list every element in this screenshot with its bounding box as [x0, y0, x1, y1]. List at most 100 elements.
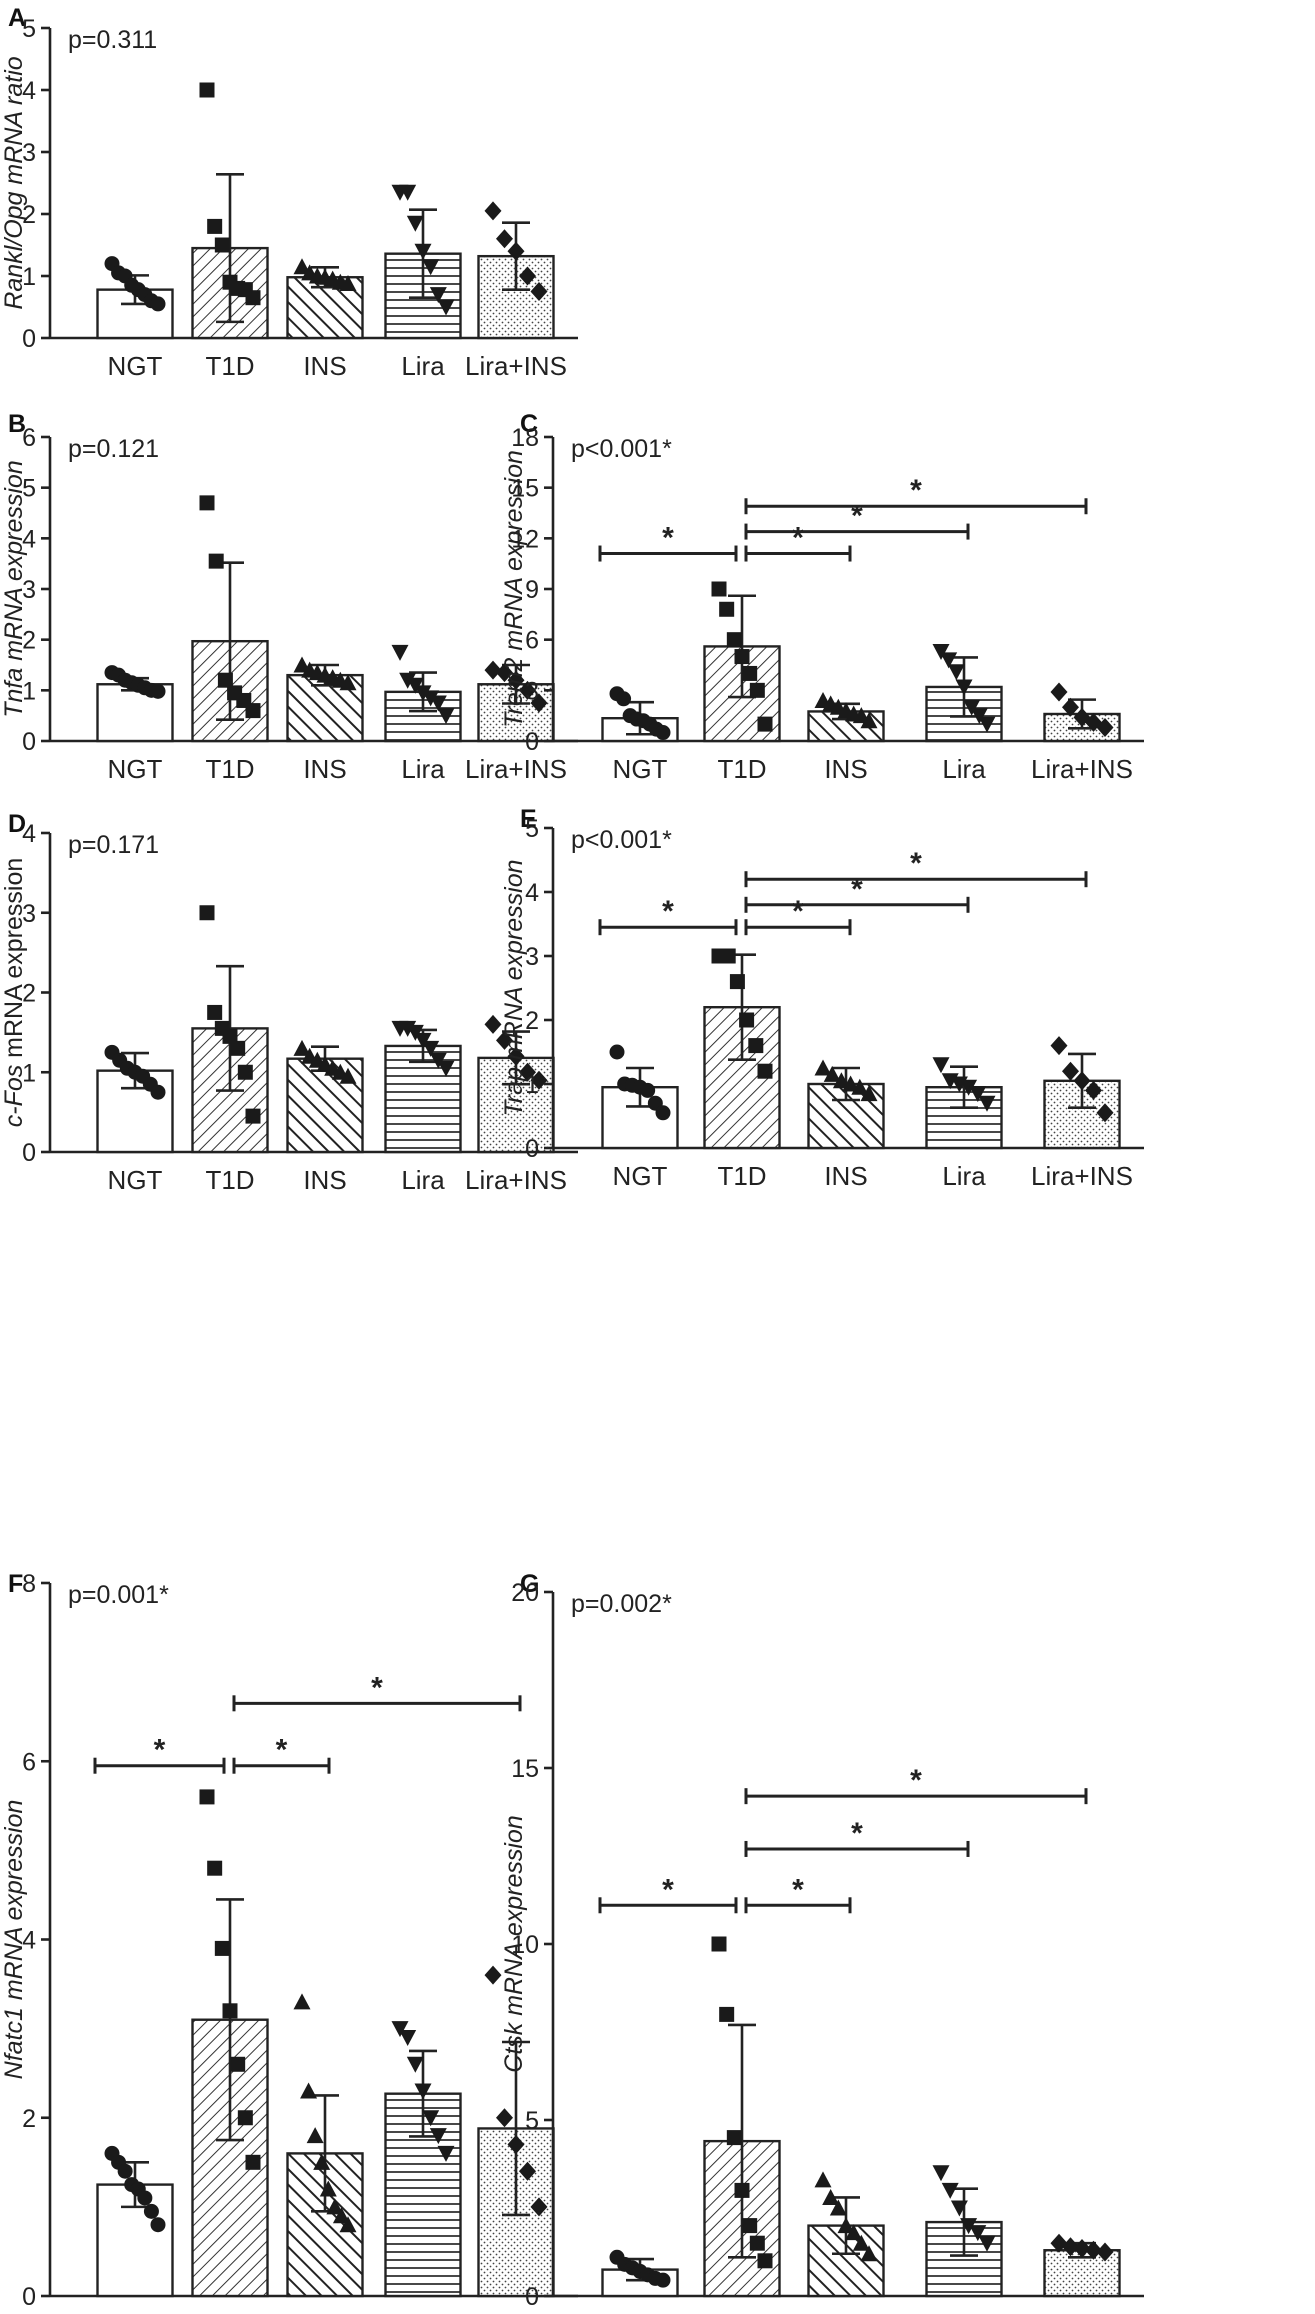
- data-point-INS: [339, 1067, 357, 1084]
- data-point-NGT: [150, 683, 166, 699]
- category-label: NGT: [613, 2309, 668, 2314]
- p-value: p=0.311: [68, 26, 157, 54]
- y-tick-label: 0: [525, 1135, 539, 1163]
- category-label: Lira+INS: [465, 2309, 567, 2314]
- category-label: T1D: [717, 2309, 766, 2314]
- y-tick-label: 12: [511, 525, 539, 553]
- y-axis-label: c-Fos mRNA expression: [0, 858, 28, 1128]
- data-point-Lira+INS: [530, 1070, 548, 1090]
- panel-label: B: [8, 410, 26, 438]
- data-point-NGT: [655, 725, 671, 741]
- y-axis-label: Trem2 mRNA expression: [500, 450, 528, 728]
- data-point-Lira: [978, 1095, 996, 1112]
- category-label: Lira: [942, 2309, 986, 2314]
- data-point-T1D: [245, 2154, 261, 2170]
- data-point-Lira: [437, 708, 455, 725]
- data-point-Lira: [414, 243, 432, 260]
- y-tick-label: 0: [22, 2283, 36, 2311]
- data-point-NGT: [150, 1084, 166, 1100]
- data-point-T1D: [214, 237, 230, 253]
- data-point-NGT: [609, 1044, 625, 1060]
- significance-star: *: [792, 1873, 804, 1906]
- y-tick-label: 1: [22, 1059, 36, 1087]
- category-label: Lira+INS: [465, 754, 567, 784]
- data-point-Lira: [422, 1040, 440, 1057]
- category-label: INS: [824, 1161, 867, 1191]
- significance-star: *: [851, 873, 863, 906]
- data-point-Lira+INS: [484, 201, 502, 221]
- data-point-T1D: [739, 1012, 755, 1028]
- y-tick-label: 1: [22, 263, 36, 291]
- y-tick-label: 3: [22, 900, 36, 928]
- data-point-INS: [339, 2216, 357, 2233]
- data-point-Lira+INS: [484, 1014, 502, 1034]
- data-point-Lira: [429, 2128, 447, 2145]
- y-tick-label: 3: [525, 677, 539, 705]
- data-point-Lira: [955, 679, 973, 696]
- data-point-Lira: [970, 708, 988, 725]
- category-label: NGT: [613, 1161, 668, 1191]
- y-tick-label: 4: [525, 879, 539, 907]
- data-point-INS: [293, 1993, 311, 2010]
- data-point-Lira+INS: [496, 1030, 513, 1050]
- category-label: INS: [303, 754, 346, 784]
- data-point-Lira: [969, 1086, 987, 1103]
- data-point-Lira+INS: [496, 663, 513, 683]
- data-point-Lira: [960, 1079, 978, 1096]
- data-point-Lira: [978, 716, 996, 733]
- category-label: Lira+INS: [465, 351, 567, 381]
- category-label: T1D: [205, 754, 254, 784]
- p-value: p=0.171: [68, 831, 159, 859]
- data-point-T1D: [199, 1789, 215, 1805]
- data-point-Lira: [969, 2225, 987, 2242]
- data-point-Lira+INS: [530, 693, 548, 713]
- y-tick-label: 15: [511, 1755, 539, 1783]
- y-axis-label: Tnfa mRNA expression: [0, 460, 28, 718]
- significance-star: *: [371, 1671, 383, 1704]
- data-point-Lira+INS: [519, 1062, 536, 1082]
- data-point-INS: [293, 1039, 311, 1056]
- data-point-T1D: [729, 974, 745, 990]
- data-point-Lira+INS: [1073, 2238, 1091, 2258]
- y-tick-label: 10: [511, 1931, 539, 1959]
- category-label: Lira: [942, 754, 986, 784]
- data-point-T1D: [199, 495, 215, 511]
- data-point-T1D: [237, 1064, 253, 1080]
- category-label: NGT: [108, 1165, 163, 1195]
- y-tick-label: 5: [22, 15, 36, 43]
- data-point-Lira: [978, 2235, 996, 2252]
- panel-label: F: [8, 1570, 23, 1598]
- data-point-T1D: [720, 948, 736, 964]
- data-point-T1D: [199, 905, 215, 921]
- data-point-Lira+INS: [507, 241, 525, 261]
- data-point-Lira: [437, 299, 455, 316]
- data-point-Lira+INS: [530, 2197, 548, 2217]
- data-point-INS: [851, 1078, 869, 1095]
- significance-star: *: [910, 474, 922, 507]
- data-point-INS: [300, 2082, 318, 2099]
- data-point-Lira: [932, 2165, 950, 2182]
- panel-label: A: [8, 4, 26, 32]
- data-point-Lira: [399, 184, 417, 201]
- data-point-Lira: [422, 690, 440, 707]
- data-point-Lira+INS: [507, 1046, 525, 1066]
- data-point-T1D: [222, 1028, 238, 1044]
- data-point-NGT: [655, 2272, 671, 2288]
- data-point-Lira+INS: [496, 2108, 513, 2128]
- data-point-INS: [313, 2153, 331, 2170]
- data-point-NGT: [655, 1105, 671, 1121]
- y-tick-label: 0: [22, 1139, 36, 1167]
- y-tick-label: 20: [511, 1579, 539, 1607]
- significance-star: *: [910, 847, 922, 880]
- data-point-INS: [860, 712, 878, 729]
- category-label: Lira: [401, 351, 445, 381]
- data-point-NGT: [640, 1082, 656, 1098]
- category-label: T1D: [205, 1165, 254, 1195]
- category-label: T1D: [205, 351, 254, 381]
- data-point-T1D: [230, 2056, 246, 2072]
- data-point-Lira+INS: [1096, 2242, 1114, 2262]
- significance-star: *: [662, 522, 674, 555]
- data-point-T1D: [208, 553, 224, 569]
